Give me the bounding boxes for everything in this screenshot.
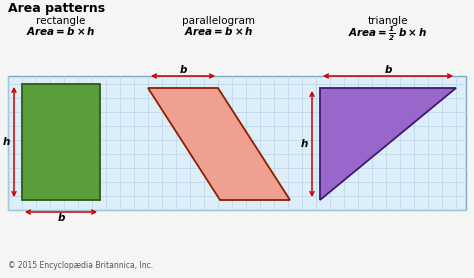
Bar <box>8 76 466 210</box>
Text: parallelogram: parallelogram <box>182 16 255 26</box>
Text: b: b <box>179 65 187 75</box>
Text: triangle: triangle <box>368 16 408 26</box>
Polygon shape <box>22 84 100 200</box>
Text: h: h <box>3 137 10 147</box>
Polygon shape <box>148 88 290 200</box>
Text: $\bfit{Area = b \times h}$: $\bfit{Area = b \times h}$ <box>26 25 96 37</box>
Text: rectangle: rectangle <box>36 16 86 26</box>
Text: b: b <box>384 65 392 75</box>
Text: $\bfit{Area = b \times h}$: $\bfit{Area = b \times h}$ <box>184 25 254 37</box>
Text: h: h <box>301 139 308 149</box>
Text: Area patterns: Area patterns <box>8 2 105 15</box>
Text: b: b <box>57 213 64 223</box>
Text: © 2015 Encyclopædia Britannica, Inc.: © 2015 Encyclopædia Britannica, Inc. <box>8 261 153 270</box>
Text: $\bfit{Area = \frac{1}{2}\ b \times h}$: $\bfit{Area = \frac{1}{2}\ b \times h}$ <box>348 25 428 43</box>
Polygon shape <box>320 88 456 200</box>
